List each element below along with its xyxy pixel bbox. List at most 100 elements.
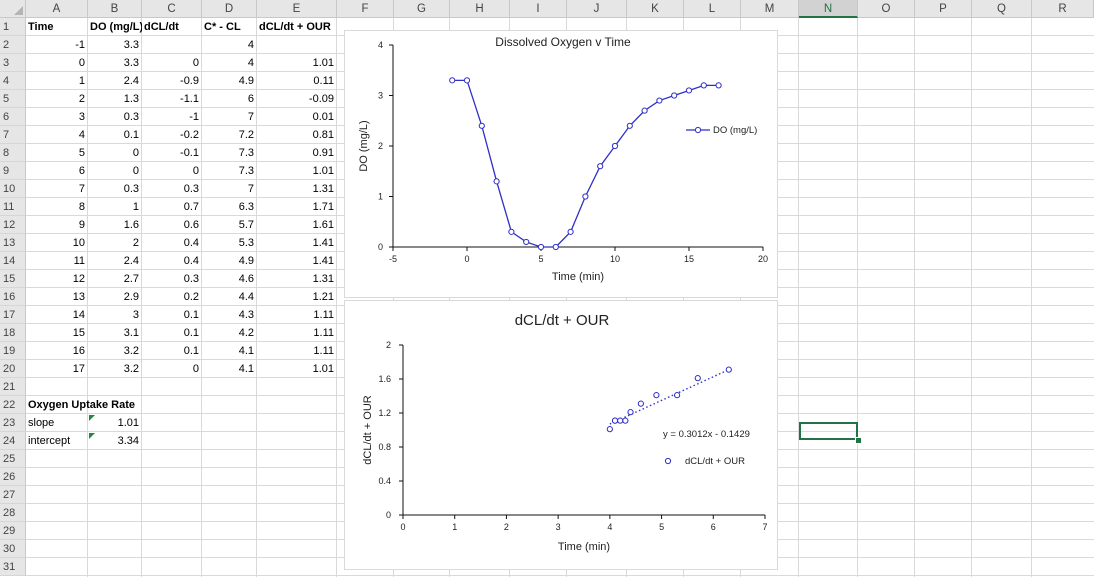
row-header-10[interactable]: 10 (0, 180, 26, 198)
table-data-cell[interactable]: 13 (72, 291, 85, 303)
row-header-22[interactable]: 22 (0, 396, 26, 414)
table-data-cell[interactable]: 3 (132, 309, 139, 321)
table-data-cell[interactable]: 1.11 (313, 345, 334, 357)
table-data-cell[interactable]: 0.3 (183, 183, 199, 195)
table-data-cell[interactable]: 0.01 (312, 111, 334, 123)
column-header-I[interactable]: I (510, 0, 567, 18)
table-data-cell[interactable]: 1.3 (123, 93, 139, 105)
row-header-9[interactable]: 9 (0, 162, 26, 180)
table-data-cell[interactable]: 1.11 (313, 309, 334, 321)
table-data-cell[interactable]: 5.3 (238, 237, 254, 249)
table-data-cell[interactable]: 17 (72, 363, 85, 375)
table-data-cell[interactable]: 1.6 (123, 219, 139, 231)
active-cell-N23[interactable] (799, 422, 858, 440)
row-header-29[interactable]: 29 (0, 522, 26, 540)
table-data-cell[interactable]: 0 (192, 363, 199, 375)
row-header-1[interactable]: 1 (0, 18, 26, 36)
table-data-cell[interactable]: 4 (78, 129, 85, 141)
table-data-cell[interactable]: -1 (189, 111, 199, 123)
table-data-cell[interactable]: 0.1 (183, 309, 199, 321)
table-data-cell[interactable]: 4.6 (238, 273, 254, 285)
intercept-value-cell[interactable]: 3.34 (117, 435, 139, 447)
row-header-31[interactable]: 31 (0, 558, 26, 576)
table-data-cell[interactable]: 2.9 (123, 291, 139, 303)
table-data-cell[interactable]: 4.1 (238, 345, 254, 357)
table-data-cell[interactable]: 0.1 (183, 345, 199, 357)
table-data-cell[interactable]: 0.4 (183, 237, 199, 249)
intercept-label-cell[interactable]: intercept (28, 435, 71, 447)
slope-label-cell[interactable]: slope (28, 417, 55, 429)
column-header-N[interactable]: N (799, 0, 858, 18)
table-data-cell[interactable]: 3.2 (123, 345, 139, 357)
table-data-cell[interactable]: 4.9 (238, 75, 254, 87)
our-chart[interactable]: dCL/dt + OUR 0 1 2 3 4 5 6 7 0 0.4 0.8 1.2 1.6 2 Time (… (344, 300, 778, 570)
column-header-O[interactable]: O (858, 0, 915, 18)
column-header-P[interactable]: P (915, 0, 972, 18)
row-header-21[interactable]: 21 (0, 378, 26, 396)
table-data-cell[interactable]: 10 (72, 237, 85, 249)
column-header-F[interactable]: F (337, 0, 394, 18)
table-data-cell[interactable]: -1.1 (180, 93, 199, 105)
table-data-cell[interactable]: 6 (78, 165, 85, 177)
table-data-cell[interactable]: 0 (78, 57, 85, 69)
do-time-chart[interactable]: Dissolved Oxygen v Time -5 0 5 10 15 20 0 1 2 3 4 Ti… (344, 30, 778, 298)
row-header-3[interactable]: 3 (0, 54, 26, 72)
table-data-cell[interactable]: 3.3 (123, 39, 139, 51)
row-header-25[interactable]: 25 (0, 450, 26, 468)
table-data-cell[interactable]: 1.61 (312, 219, 334, 231)
table-data-cell[interactable]: 2.4 (123, 75, 139, 87)
column-header-H[interactable]: H (450, 0, 510, 18)
column-header-C[interactable]: C (142, 0, 202, 18)
row-header-24[interactable]: 24 (0, 432, 26, 450)
row-header-2[interactable]: 2 (0, 36, 26, 54)
table-data-cell[interactable]: 0.81 (312, 129, 334, 141)
table-data-cell[interactable]: 6 (247, 93, 254, 105)
table-data-cell[interactable]: 0.3 (183, 273, 199, 285)
table-data-cell[interactable]: 5.7 (238, 219, 254, 231)
table-data-cell[interactable]: 0.1 (183, 327, 199, 339)
table-data-cell[interactable]: 7 (247, 111, 254, 123)
table-data-cell[interactable]: 9 (78, 219, 85, 231)
row-header-30[interactable]: 30 (0, 540, 26, 558)
our-title-cell[interactable]: Oxygen Uptake Rate (28, 399, 135, 411)
table-data-cell[interactable]: 0.4 (183, 255, 199, 267)
table-data-cell[interactable]: 1.71 (312, 201, 334, 213)
table-data-cell[interactable]: -1 (75, 39, 85, 51)
row-header-23[interactable]: 23 (0, 414, 26, 432)
table-data-cell[interactable]: 4 (247, 39, 254, 51)
table-data-cell[interactable]: 2 (78, 93, 85, 105)
table-data-cell[interactable]: 8 (78, 201, 85, 213)
table-data-cell[interactable]: 4.1 (238, 363, 254, 375)
row-header-16[interactable]: 16 (0, 288, 26, 306)
table-header-cell[interactable]: C* - CL (204, 21, 241, 33)
table-data-cell[interactable]: 1.01 (312, 165, 334, 177)
table-data-cell[interactable]: 3 (78, 111, 85, 123)
row-header-11[interactable]: 11 (0, 198, 26, 216)
fill-handle[interactable] (855, 437, 862, 444)
row-header-19[interactable]: 19 (0, 342, 26, 360)
table-data-cell[interactable]: 1.01 (312, 57, 334, 69)
row-header-4[interactable]: 4 (0, 72, 26, 90)
table-data-cell[interactable]: 7 (247, 183, 254, 195)
column-header-A[interactable]: A (26, 0, 88, 18)
table-header-cell[interactable]: dCL/dt (144, 21, 179, 33)
table-data-cell[interactable]: 0.1 (123, 129, 139, 141)
table-data-cell[interactable]: 0.7 (183, 201, 199, 213)
table-data-cell[interactable]: 0 (192, 165, 199, 177)
table-data-cell[interactable]: 11 (73, 255, 85, 267)
table-data-cell[interactable]: 1.41 (312, 255, 334, 267)
table-data-cell[interactable]: 3.3 (123, 57, 139, 69)
row-header-12[interactable]: 12 (0, 216, 26, 234)
column-header-Q[interactable]: Q (972, 0, 1032, 18)
table-data-cell[interactable]: 0.2 (183, 291, 199, 303)
row-header-13[interactable]: 13 (0, 234, 26, 252)
table-data-cell[interactable]: 7.3 (238, 147, 254, 159)
table-data-cell[interactable]: 0 (192, 57, 199, 69)
table-data-cell[interactable]: -0.1 (180, 147, 199, 159)
table-data-cell[interactable]: 1.21 (312, 291, 334, 303)
table-header-cell[interactable]: Time (28, 21, 54, 33)
table-header-cell[interactable]: dCL/dt + OUR (259, 21, 331, 33)
row-header-14[interactable]: 14 (0, 252, 26, 270)
table-data-cell[interactable]: 1.11 (313, 327, 334, 339)
table-data-cell[interactable]: 12 (72, 273, 85, 285)
